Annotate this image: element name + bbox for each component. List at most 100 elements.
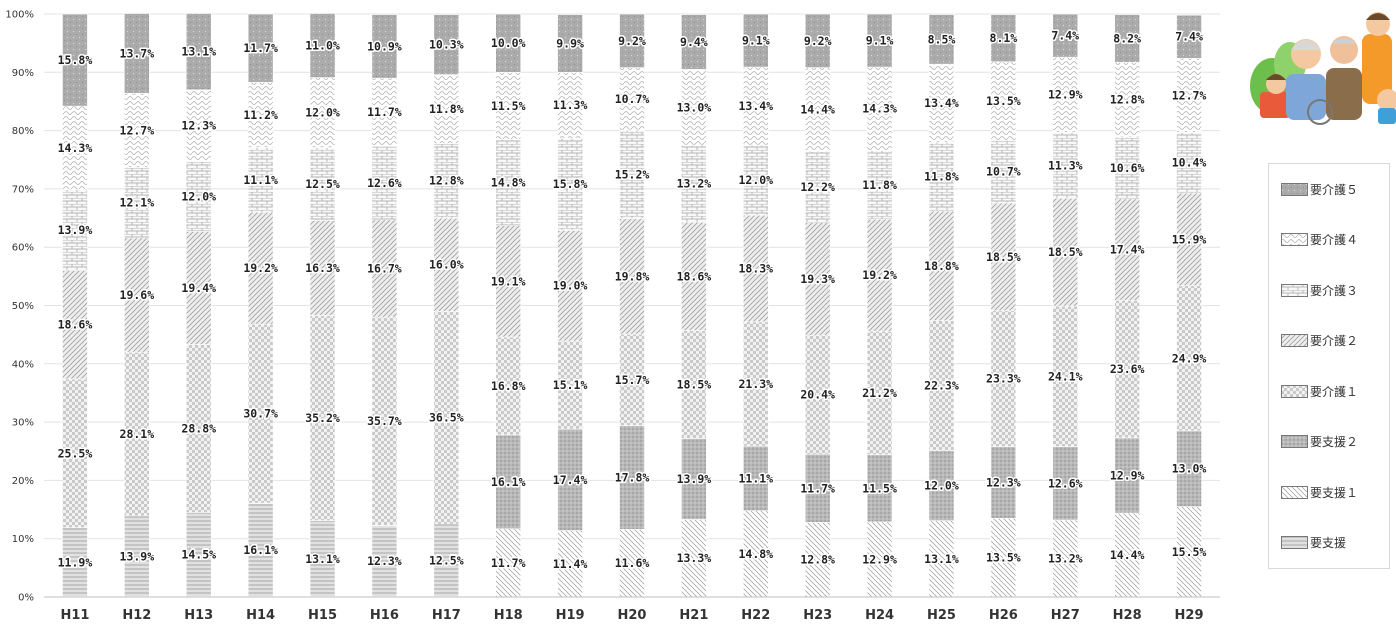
legend-swatch — [1281, 283, 1308, 297]
legend-swatch — [1281, 536, 1308, 549]
bar-segment — [681, 221, 707, 331]
bar-segment — [619, 425, 645, 530]
bar-segment — [1052, 13, 1079, 58]
family-illustration — [1250, 12, 1396, 125]
bar-segment — [1114, 136, 1140, 200]
bar-segment — [124, 351, 150, 517]
bar-segment — [371, 77, 398, 147]
x-tick-label: H13 — [184, 608, 213, 623]
data-label: 14.8% — [491, 175, 526, 189]
bar-segment — [928, 14, 955, 65]
data-label: 13.9% — [120, 549, 155, 563]
data-label: 12.0% — [738, 173, 773, 187]
bar-segment — [1176, 14, 1202, 59]
data-label: 12.8% — [429, 174, 464, 188]
data-label: 28.8% — [181, 422, 216, 436]
bar-segment — [557, 229, 583, 342]
bar-segment — [185, 13, 212, 91]
data-label: 14.8% — [738, 547, 773, 561]
data-label: 16.0% — [429, 258, 464, 272]
legend-label: 要介護５ — [1310, 182, 1359, 197]
data-label: 11.8% — [862, 178, 897, 192]
legend-item: 要支援 — [1281, 535, 1346, 551]
legend-label: 要介護３ — [1310, 283, 1359, 298]
bar-segment — [309, 13, 336, 78]
bar-segment — [866, 330, 893, 456]
bar-segment — [371, 14, 398, 79]
legend-label: 要支援２ — [1310, 435, 1359, 449]
bar-segment — [62, 527, 88, 598]
data-label: 11.7% — [800, 481, 835, 495]
data-label: 18.3% — [738, 261, 773, 275]
data-label: 11.4% — [553, 557, 588, 571]
bar-segment — [185, 161, 212, 232]
data-label: 10.6% — [1110, 161, 1145, 175]
data-label: 9.1% — [866, 34, 894, 48]
data-label: 19.4% — [181, 281, 216, 295]
x-tick-label: H15 — [308, 608, 337, 623]
data-label: 14.5% — [181, 548, 216, 562]
data-label: 13.2% — [1048, 552, 1083, 566]
bar-segment — [62, 13, 88, 107]
data-label: 13.2% — [677, 177, 712, 191]
data-label: 9.9% — [556, 36, 584, 50]
data-label: 19.6% — [120, 288, 155, 302]
bar-segment — [495, 225, 522, 338]
bar-segment — [619, 218, 645, 335]
bar-segment — [1052, 519, 1079, 598]
data-label: 12.6% — [367, 176, 402, 190]
bar-segment — [247, 502, 274, 598]
bar-segment — [990, 61, 1017, 141]
data-label: 12.5% — [305, 177, 340, 191]
data-label: 18.5% — [986, 250, 1021, 264]
legend-swatch — [1281, 233, 1308, 246]
data-label: 16.3% — [305, 261, 340, 275]
data-label: 12.9% — [1048, 88, 1083, 102]
bar-segment — [928, 320, 955, 451]
bar-segment — [1176, 132, 1202, 194]
bar-segment — [1176, 192, 1202, 286]
data-label: 11.6% — [615, 556, 650, 570]
data-label: 18.5% — [677, 377, 712, 391]
data-label: 15.2% — [615, 167, 650, 181]
data-label: 15.8% — [553, 177, 588, 191]
data-label: 36.5% — [429, 411, 464, 425]
legend-swatch — [1281, 485, 1308, 499]
data-label: 24.1% — [1048, 369, 1083, 383]
x-tick-label: H18 — [494, 608, 523, 623]
data-label: 17.4% — [1110, 243, 1145, 257]
chart-legend: 要介護５ 要介護４ 要介護３ 要介護２ 要介護１ 要支援２ 要支援１ 要支援 — [1268, 163, 1390, 569]
data-label: 28.1% — [120, 427, 155, 441]
data-label: 13.0% — [1172, 462, 1207, 476]
x-tick-label: H21 — [679, 608, 708, 623]
data-label: 16.1% — [243, 543, 278, 557]
data-label: 16.7% — [367, 261, 402, 275]
bar-segment — [433, 74, 460, 144]
bar-segment — [990, 14, 1017, 63]
bar-segment — [866, 13, 893, 68]
bar-segment — [804, 222, 831, 336]
legend-item: 要支援１ — [1281, 484, 1358, 500]
bar-segment — [1052, 132, 1079, 199]
bar-segment — [990, 310, 1017, 447]
bar-segment — [1114, 299, 1140, 439]
legend-swatch — [1281, 384, 1308, 398]
data-label: 19.2% — [243, 261, 278, 275]
data-label: 12.5% — [429, 554, 464, 568]
bar-segment — [124, 92, 150, 168]
bar-segment — [619, 129, 645, 219]
data-label: 13.5% — [986, 94, 1021, 108]
data-label: 24.9% — [1172, 351, 1207, 365]
bar-segment — [557, 428, 583, 531]
bar-segment — [990, 517, 1017, 598]
data-label: 12.9% — [862, 552, 897, 566]
data-label: 8.2% — [1113, 31, 1141, 45]
bar-segment — [866, 66, 893, 151]
bar-segment — [804, 522, 831, 598]
data-label: 19.1% — [491, 274, 526, 288]
bar-segment — [495, 13, 522, 73]
data-label: 11.7% — [243, 41, 278, 55]
bar-segment — [990, 446, 1017, 519]
y-tick-label: 10% — [12, 534, 34, 545]
data-label: 19.2% — [862, 268, 897, 282]
